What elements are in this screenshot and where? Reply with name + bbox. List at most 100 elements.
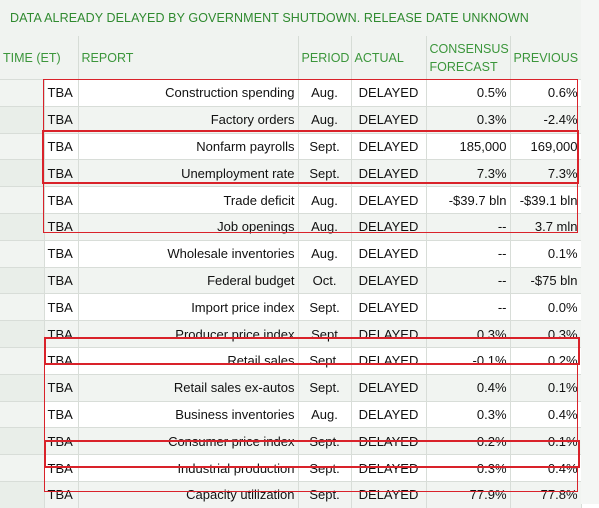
banner: DATA ALREADY DELAYED BY GOVERNMENT SHUTD… (0, 0, 581, 37)
cell-report: Wholesale inventories (78, 239, 299, 268)
cell-actual: DELAYED (351, 400, 427, 428)
cell-period: Sept. (298, 132, 352, 160)
row-spacer (0, 186, 45, 214)
row-spacer (0, 454, 45, 482)
cell-report: Federal budget (78, 266, 299, 294)
cell-consensus: -- (426, 266, 511, 294)
cell-actual: DELAYED (351, 186, 427, 214)
table-row: TBA Retail sales Sept. DELAYED -0.1% 0.2% (0, 346, 582, 375)
cell-consensus: 77.9% (426, 480, 511, 508)
cell-previous: 0.1% (510, 427, 582, 455)
row-spacer (0, 400, 45, 428)
table-row: TBA Federal budget Oct. DELAYED -- -$75 bln (0, 266, 582, 294)
cell-previous: 0.6% (510, 79, 582, 107)
row-spacer (0, 212, 45, 241)
cell-report: Construction spending (78, 79, 299, 107)
table-row: TBA Import price index Sept. DELAYED -- 0.0% (0, 293, 582, 321)
cell-consensus: -- (426, 239, 511, 268)
cell-report: Factory orders (78, 105, 299, 134)
cell-previous: -$75 bln (510, 266, 582, 294)
cell-period: Sept. (298, 293, 352, 321)
cell-actual: DELAYED (351, 105, 427, 134)
cell-report: Job openings (78, 212, 299, 241)
cell-previous: 0.2% (510, 346, 582, 375)
row-spacer (0, 132, 45, 160)
table-row: TBA Trade deficit Aug. DELAYED -$39.7 bln -$3… (0, 186, 582, 214)
cell-time: TBA (44, 239, 79, 268)
cell-actual: DELAYED (351, 293, 427, 321)
table-row: TBA Retail sales ex-autos Sept. DELAYED 0.4%… (0, 373, 582, 402)
cell-consensus: 0.5% (426, 79, 511, 107)
cell-consensus: 0.3% (426, 320, 511, 348)
cell-previous: -$39.1 bln (510, 186, 582, 214)
cell-report: Retail sales ex-autos (78, 373, 299, 402)
header-report: REPORT (78, 36, 299, 80)
row-spacer (0, 346, 45, 375)
cell-actual: DELAYED (351, 454, 427, 482)
cell-period: Oct. (298, 266, 352, 294)
cell-previous: 0.4% (510, 454, 582, 482)
cell-report: Nonfarm payrolls (78, 132, 299, 160)
cell-consensus: -- (426, 212, 511, 241)
cell-consensus: -$39.7 bln (426, 186, 511, 214)
cell-time: TBA (44, 454, 79, 482)
header-previous: PREVIOUS (510, 36, 582, 80)
cell-period: Sept. (298, 454, 352, 482)
header-actual: ACTUAL (351, 36, 427, 80)
cell-time: TBA (44, 346, 79, 375)
cell-time: TBA (44, 320, 79, 348)
cell-consensus: 0.3% (426, 105, 511, 134)
cell-report: Retail sales (78, 346, 299, 375)
row-spacer (0, 79, 45, 107)
cell-period: Aug. (298, 79, 352, 107)
banner-text: DATA ALREADY DELAYED BY GOVERNMENT SHUTD… (10, 11, 529, 25)
row-spacer (0, 427, 45, 455)
cell-time: TBA (44, 293, 79, 321)
table-row: TBA Producer price index Sept DELAYED 0.3% 0.… (0, 320, 582, 348)
right-edge-strip (581, 0, 599, 504)
cell-actual: DELAYED (351, 212, 427, 241)
cell-actual: DELAYED (351, 427, 427, 455)
cell-report: Import price index (78, 293, 299, 321)
cell-time: TBA (44, 132, 79, 160)
cell-period: Sept. (298, 346, 352, 375)
cell-actual: DELAYED (351, 159, 427, 187)
cell-period: Aug. (298, 239, 352, 268)
header-consensus-line2: FORECAST (429, 59, 498, 74)
cell-time: TBA (44, 266, 79, 294)
calendar-panel: DATA ALREADY DELAYED BY GOVERNMENT SHUTD… (0, 0, 582, 508)
row-spacer (0, 159, 45, 187)
cell-report: Business inventories (78, 400, 299, 428)
economic-calendar-table: TIME (ET) REPORT PERIOD ACTUAL CONSENSUS… (0, 36, 582, 508)
cell-period: Sept. (298, 159, 352, 187)
cell-period: Aug. (298, 400, 352, 428)
table-row: TBA Nonfarm payrolls Sept. DELAYED 185,000 16… (0, 132, 582, 160)
cell-previous: 169,000 (510, 132, 582, 160)
cell-consensus: 0.3% (426, 454, 511, 482)
row-spacer (0, 320, 45, 348)
cell-actual: DELAYED (351, 79, 427, 107)
cell-time: TBA (44, 105, 79, 134)
header-row: TIME (ET) REPORT PERIOD ACTUAL CONSENSUS… (0, 36, 582, 80)
table-row: TBA Wholesale inventories Aug. DELAYED -- 0.1… (0, 239, 582, 268)
cell-actual: DELAYED (351, 320, 427, 348)
table-row: TBA Consumer price index Sept. DELAYED 0.2% 0… (0, 427, 582, 455)
row-spacer (0, 105, 45, 134)
row-spacer (0, 266, 45, 294)
cell-time: TBA (44, 212, 79, 241)
cell-actual: DELAYED (351, 373, 427, 402)
row-spacer (0, 480, 45, 508)
header-time: TIME (ET) (0, 36, 79, 80)
cell-time: TBA (44, 427, 79, 455)
cell-period: Aug. (298, 105, 352, 134)
table-row: TBA Job openings Aug. DELAYED -- 3.7 mln (0, 212, 582, 241)
cell-report: Trade deficit (78, 186, 299, 214)
cell-actual: DELAYED (351, 346, 427, 375)
cell-consensus: -- (426, 293, 511, 321)
row-spacer (0, 239, 45, 268)
cell-report: Consumer price index (78, 427, 299, 455)
cell-previous: 0.4% (510, 400, 582, 428)
header-consensus-line1: CONSENSUS (429, 41, 509, 56)
cell-consensus: 0.3% (426, 400, 511, 428)
cell-previous: 0.3% (510, 320, 582, 348)
